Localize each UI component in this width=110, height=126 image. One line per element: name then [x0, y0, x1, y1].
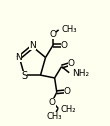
Text: N: N [15, 53, 22, 62]
Text: ··: ·· [15, 54, 19, 59]
Text: O: O [49, 98, 56, 107]
Text: O: O [64, 87, 71, 96]
Text: CH₃: CH₃ [46, 112, 62, 121]
Text: S: S [21, 71, 27, 81]
Text: O: O [61, 41, 68, 50]
Text: N: N [29, 41, 36, 51]
Text: O: O [49, 30, 56, 39]
Text: O: O [68, 59, 75, 68]
Text: CH₃: CH₃ [61, 25, 77, 34]
Text: CH₂: CH₂ [60, 105, 76, 114]
Text: NH₂: NH₂ [72, 69, 89, 78]
